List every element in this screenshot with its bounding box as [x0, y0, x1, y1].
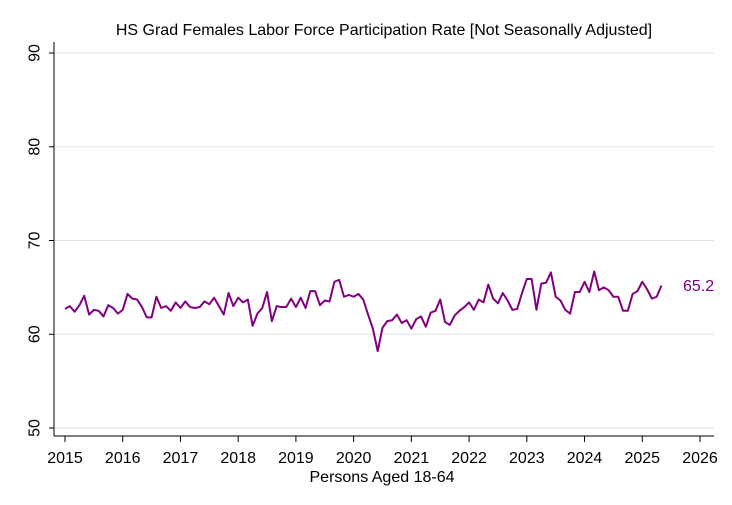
series-layer: [64, 270, 663, 353]
x-tick-label: 2018: [220, 450, 256, 467]
gridlines: [54, 52, 714, 429]
y-tick-label: 80: [27, 138, 44, 156]
x-tick-label: 2021: [394, 450, 430, 467]
last-value-label: 65.2: [683, 278, 714, 295]
y-tick-label: 50: [27, 419, 44, 437]
x-tick-label: 2022: [451, 450, 487, 467]
x-tick-label: 2025: [624, 450, 660, 467]
x-tick-label: 2016: [105, 450, 141, 467]
chart-title: HS Grad Females Labor Force Participatio…: [116, 22, 652, 39]
x-tick-label: 2020: [336, 450, 372, 467]
x-tick-label: 2024: [567, 450, 603, 467]
axes: 50 60 70 80 90 2015 2016 2017 2018 2019 2020 2021 20…: [27, 42, 718, 467]
x-tick-label: 2023: [509, 450, 545, 467]
y-tick-label: 70: [27, 232, 44, 250]
x-tick-label: 2017: [163, 450, 199, 467]
x-tick-label: 2019: [278, 450, 314, 467]
x-tick-label: 2026: [682, 450, 718, 467]
x-tick-label: 2015: [47, 450, 83, 467]
x-axis-label: Persons Aged 18-64: [310, 469, 455, 486]
y-tick-label: 60: [27, 325, 44, 343]
series-line: [64, 270, 663, 353]
y-tick-label: 90: [27, 44, 44, 62]
